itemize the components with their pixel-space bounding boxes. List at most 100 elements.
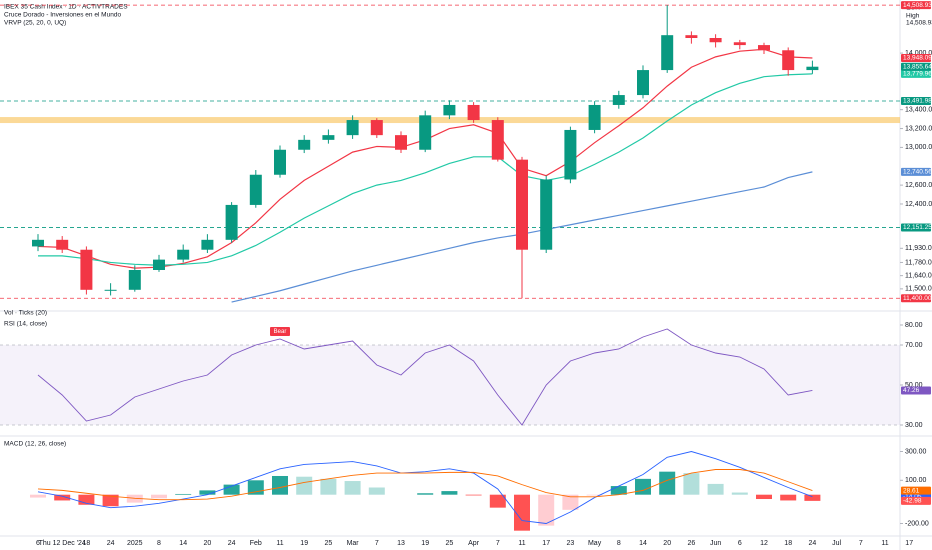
candle-body	[661, 35, 674, 71]
subtitle: Cruce Dorado - Inversiones en el Mundo	[4, 12, 121, 19]
x-tick-label: 25	[446, 540, 454, 547]
y-tick-label: 300.00	[905, 448, 927, 455]
y-tick-label: 12,600.00	[905, 182, 932, 189]
histogram-bar	[223, 484, 240, 495]
x-tick-label: 7	[375, 540, 379, 547]
candle-body	[612, 95, 625, 105]
candle-body	[733, 42, 746, 46]
series-line	[37, 328, 813, 426]
series-line	[38, 73, 813, 266]
histogram-bar	[683, 473, 700, 495]
annotation-box	[270, 327, 290, 336]
y-tick-label: -200.00	[905, 520, 929, 527]
high-caption: High	[906, 13, 920, 20]
histogram-bar	[780, 494, 797, 501]
candle-body	[322, 135, 335, 140]
y-tick-label: 80.00	[905, 322, 923, 329]
histogram-bar	[368, 487, 385, 495]
histogram-bar	[465, 494, 482, 496]
x-tick-label: Mar	[347, 540, 360, 547]
histogram-bar	[320, 478, 337, 495]
candle-body	[32, 239, 44, 247]
macd-title: MACD (12, 26, close)	[4, 441, 66, 448]
price-tag-label: 11,400.00	[903, 295, 932, 302]
candle-body	[153, 259, 165, 270]
x-tick-label: 18	[83, 540, 91, 547]
histogram-bar	[54, 494, 71, 501]
price-tag	[901, 167, 931, 176]
price-tag-label: 13,948.09	[903, 55, 932, 62]
y-tick-label: 13,000.00	[905, 144, 932, 151]
histogram-bar	[707, 483, 724, 495]
x-tick-label: 2025	[127, 540, 143, 547]
x-tick-label: Apr	[468, 540, 480, 547]
histogram-bar	[514, 494, 530, 531]
y-tick-label: 100.00	[905, 477, 927, 484]
x-tick-label: 11	[518, 540, 525, 547]
x-tick-label: Thu 12 Dec '24	[39, 540, 86, 547]
candle-body	[588, 104, 601, 130]
candle-body	[128, 269, 141, 290]
x-tick-label: 11	[276, 540, 283, 547]
histogram-bar	[731, 492, 748, 495]
price-tag	[901, 294, 931, 303]
x-tick-label: Feb	[250, 540, 262, 547]
y-tick-label: 50.00	[905, 382, 923, 389]
high-value: 14,508.93	[906, 20, 932, 27]
price-tag	[901, 1, 931, 10]
x-tick-label: May	[588, 540, 602, 547]
y-tick-label: 14,000.00	[905, 50, 932, 57]
x-tick-label: 18	[784, 540, 792, 547]
x-tick-label: 6	[738, 540, 742, 547]
candle-body	[782, 50, 795, 71]
price-tag-label: 12,151.25	[903, 224, 932, 231]
candle-body	[274, 149, 286, 175]
x-tick-label: 26	[688, 540, 696, 547]
price-tag	[901, 386, 931, 395]
price-tag	[901, 97, 931, 106]
y-tick-label: 11,640.00	[905, 272, 932, 279]
candle-body	[298, 139, 311, 150]
x-tick-label: 23	[567, 540, 575, 547]
price-tag-label: 14,508.93	[903, 2, 932, 9]
rsi-title: RSI (14, close)	[4, 321, 47, 328]
histogram-bar	[586, 494, 603, 496]
x-tick-label: 14	[639, 540, 647, 547]
candle-body	[637, 70, 649, 96]
price-tag-label: 28.61	[903, 487, 920, 494]
indicator-label: VRVP (25, 20, 0, UQ)	[4, 20, 66, 27]
price-tag-label: 13,855.64	[903, 63, 932, 70]
x-tick-label: 12	[760, 540, 768, 547]
x-tick-label: 8	[617, 540, 621, 547]
volume-label: Vol · Ticks (20)	[4, 310, 47, 317]
y-tick-label: 13,400.00	[905, 107, 932, 114]
candle-body	[709, 38, 722, 43]
x-tick-label: 8	[157, 540, 161, 547]
histogram-bar	[272, 475, 288, 495]
histogram-bar	[151, 494, 167, 499]
histogram-bar	[756, 494, 772, 500]
x-tick-label: 14	[179, 540, 187, 547]
candle-body	[346, 120, 359, 136]
histogram-bar	[199, 490, 216, 495]
candle-body	[467, 104, 480, 121]
x-tick-label: 7	[859, 540, 863, 547]
candle-body	[395, 135, 407, 150]
y-tick-label: 11,930.00	[905, 245, 932, 252]
histogram-bar	[538, 494, 555, 526]
x-tick-label: 20	[663, 540, 671, 547]
x-tick-label: 19	[300, 540, 308, 547]
histogram-bar	[489, 494, 506, 508]
price-tag	[901, 223, 931, 232]
x-tick-label: 20	[204, 540, 212, 547]
candle-body	[540, 179, 553, 250]
annotation: Bear	[274, 329, 287, 335]
x-tick-label: Jul	[832, 540, 841, 547]
x-tick-label: 19	[421, 540, 429, 547]
zone-band	[0, 117, 900, 124]
candle-body	[758, 45, 770, 51]
candle-body	[685, 35, 698, 39]
series-line	[37, 469, 813, 501]
